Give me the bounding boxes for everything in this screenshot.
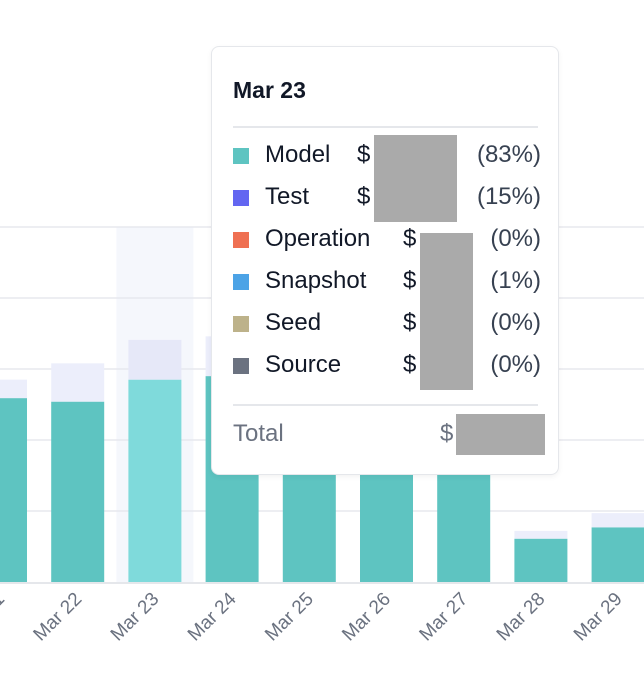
series-percent: (0%) xyxy=(490,309,541,336)
series-value: $ xyxy=(403,267,417,294)
legend-swatch-icon xyxy=(233,274,249,290)
redaction-box xyxy=(374,135,457,222)
tooltip-row-test: Test $ (15%) xyxy=(233,177,541,219)
x-tick-label: Mar 23 xyxy=(107,589,164,646)
x-tick-label: Mar 24 xyxy=(184,588,241,645)
legend-swatch-icon xyxy=(233,316,249,332)
series-percent: (15%) xyxy=(476,183,541,210)
bar-model[interactable] xyxy=(128,379,182,582)
bar-test[interactable] xyxy=(514,530,568,539)
series-value: $ xyxy=(357,141,371,168)
bar-test[interactable] xyxy=(591,513,644,528)
x-tick-label: Mar 29 xyxy=(570,589,627,646)
x-tick-label: Mar 28 xyxy=(493,589,550,646)
series-label: Operation xyxy=(265,225,371,252)
bar-test[interactable] xyxy=(51,363,105,402)
tooltip-total-value: $ xyxy=(440,420,454,447)
series-value: $ xyxy=(403,351,417,378)
bar-test[interactable] xyxy=(128,339,182,380)
bar-model[interactable] xyxy=(51,401,105,582)
series-label: Snapshot xyxy=(265,267,367,294)
legend-swatch-icon xyxy=(233,358,249,374)
x-tick-label: Mar 21 xyxy=(0,589,9,646)
series-value: $ xyxy=(403,225,417,252)
legend-swatch-icon xyxy=(233,148,249,164)
bar-model[interactable] xyxy=(591,527,644,582)
series-label: Test xyxy=(265,183,310,210)
bar-model[interactable] xyxy=(0,398,27,582)
series-label: Source xyxy=(265,351,342,378)
chart-tooltip: Mar 23 Model $ (83%) Test $ (15%) Operat… xyxy=(211,46,559,475)
tooltip-divider xyxy=(233,126,538,128)
tooltip-row-model: Model $ (83%) xyxy=(233,135,541,177)
redaction-box xyxy=(456,414,545,455)
series-label: Seed xyxy=(265,309,322,336)
legend-swatch-icon xyxy=(233,232,249,248)
tooltip-row-operation: Operation $ (0%) xyxy=(233,219,541,261)
x-tick-label: Mar 27 xyxy=(416,589,473,646)
bar-model[interactable] xyxy=(514,538,568,582)
tooltip-row-snapshot: Snapshot $ (1%) xyxy=(233,261,541,303)
tooltip-row-source: Source $ (0%) xyxy=(233,345,541,387)
x-tick-label: Mar 25 xyxy=(261,589,318,646)
legend-swatch-icon xyxy=(233,190,249,206)
series-percent: (83%) xyxy=(476,141,541,168)
x-tick-label: Mar 22 xyxy=(30,589,87,646)
tooltip-title: Mar 23 xyxy=(233,77,306,103)
tooltip-divider xyxy=(233,404,538,406)
series-percent: (0%) xyxy=(490,351,541,378)
tooltip-total-label: Total xyxy=(233,420,284,447)
x-tick-label: Mar 26 xyxy=(338,589,395,646)
series-value: $ xyxy=(357,183,371,210)
redaction-box xyxy=(420,233,473,390)
series-percent: (1%) xyxy=(490,267,541,294)
bar-test[interactable] xyxy=(0,379,27,399)
tooltip-row-seed: Seed $ (0%) xyxy=(233,303,541,345)
series-value: $ xyxy=(403,309,417,336)
series-label: Model xyxy=(265,141,331,168)
series-percent: (0%) xyxy=(490,225,541,252)
